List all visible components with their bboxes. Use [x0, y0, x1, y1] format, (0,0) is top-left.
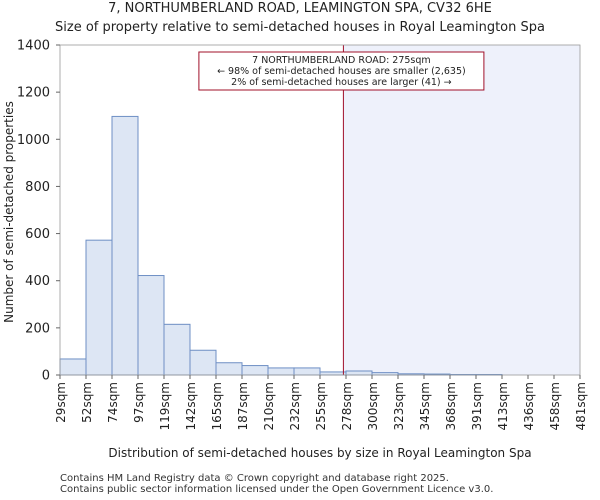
x-axis-label: Distribution of semi-detached houses by …: [108, 446, 531, 460]
y-tick-label: 400: [25, 274, 50, 289]
marker-annotation: 7 NORTHUMBERLAND ROAD: 275sqm ← 98% of s…: [198, 51, 485, 91]
y-tick-label: 1400: [17, 39, 50, 54]
x-tick-label: 97sqm: [132, 382, 146, 423]
y-tick-label: 800: [25, 180, 50, 195]
bar-142sqm: [189, 349, 217, 376]
x-tick-label: 187sqm: [236, 382, 250, 430]
annotation-line-2: ← 98% of semi-detached houses are smalle…: [217, 66, 466, 77]
y-axis-label: Number of semi-detached properties: [2, 101, 16, 323]
x-tick-label: 119sqm: [158, 382, 172, 430]
bar-187sqm: [241, 365, 269, 376]
x-tick-label: 368sqm: [444, 382, 458, 430]
x-tick-label: 323sqm: [392, 382, 406, 430]
x-tick-label: 436sqm: [522, 382, 536, 430]
bar-278sqm: [345, 370, 373, 376]
y-tick-label: 1200: [17, 86, 50, 101]
bar-52sqm: [85, 239, 113, 376]
x-tick-label: 413sqm: [496, 382, 510, 430]
y-tick-label: 200: [25, 321, 50, 336]
y-tick-label: 600: [25, 227, 50, 242]
chart-subtitle: Size of property relative to semi-detach…: [55, 20, 545, 35]
footer-licence: Contains public sector information licen…: [60, 484, 494, 495]
y-tick-label: 1000: [17, 133, 50, 148]
bar-chart: 0 200 400 600 800 1000 1200 1400 29sqm 52sqm 74sq…: [2, 39, 588, 461]
x-tick-label: 142sqm: [184, 382, 198, 430]
y-tick-label: 0: [42, 369, 50, 384]
x-tick-label: 210sqm: [262, 382, 276, 430]
x-tick-label: 74sqm: [106, 382, 120, 423]
x-tick-label: 232sqm: [288, 382, 302, 430]
annotation-box: [198, 51, 485, 91]
bar-29sqm: [59, 358, 87, 376]
annotation-line-3: 2% of semi-detached houses are larger (4…: [231, 77, 451, 88]
annotation-line-1: 7 NORTHUMBERLAND ROAD: 275sqm: [252, 55, 431, 66]
chart-title: 7, NORTHUMBERLAND ROAD, LEAMINGTON SPA, …: [108, 1, 492, 16]
bar-255sqm: [319, 371, 347, 376]
x-tick-label: 391sqm: [470, 382, 484, 430]
bar-210sqm: [267, 367, 295, 376]
x-tick-label: 345sqm: [418, 382, 432, 430]
x-tick-label: 255sqm: [314, 382, 328, 430]
bar-97sqm: [137, 275, 165, 376]
x-tick-label: 481sqm: [574, 382, 588, 430]
footer-copyright: Contains HM Land Registry data © Crown c…: [60, 473, 449, 484]
bar-232sqm: [293, 367, 321, 376]
x-tick-label: 278sqm: [340, 382, 354, 430]
x-tick-label: 165sqm: [210, 382, 224, 430]
bar-74sqm: [111, 115, 139, 376]
bar-119sqm: [163, 323, 191, 376]
x-tick-label: 52sqm: [80, 382, 94, 423]
x-tick-label: 29sqm: [54, 382, 68, 423]
bar-165sqm: [215, 362, 243, 376]
larger-properties-region: [343, 45, 580, 375]
x-tick-label: 458sqm: [548, 382, 562, 430]
x-tick-label: 300sqm: [366, 382, 380, 430]
